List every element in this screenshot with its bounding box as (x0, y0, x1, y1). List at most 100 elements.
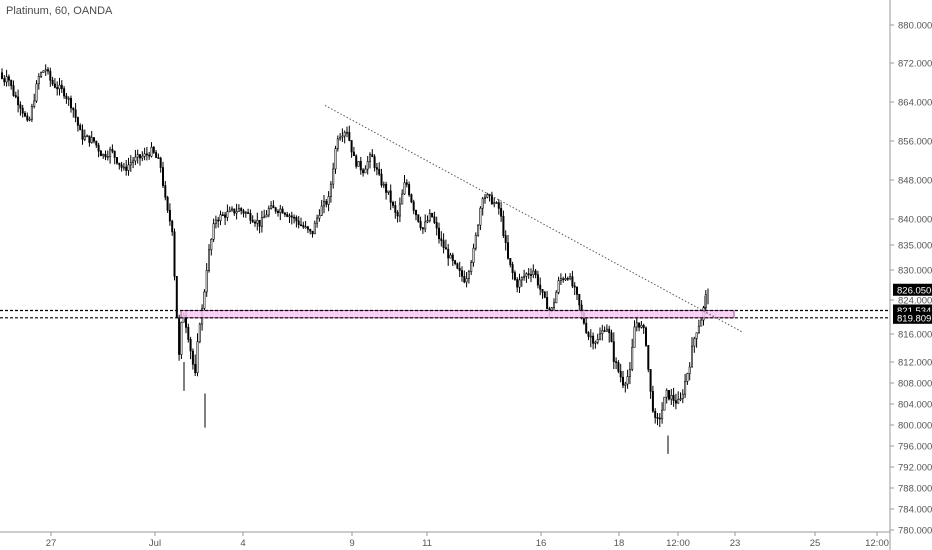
candle (171, 219, 174, 236)
candle-body (541, 289, 544, 293)
candle-body (460, 270, 463, 277)
candle (83, 129, 86, 142)
candle-body (341, 135, 344, 138)
candle (132, 156, 135, 169)
candle (242, 208, 245, 218)
y-tick-label: 830.000 (898, 266, 932, 277)
candle (608, 325, 611, 343)
candle-body (525, 273, 528, 277)
candle-body (302, 224, 305, 228)
candle-body (260, 217, 263, 227)
candle (695, 332, 698, 348)
candle (546, 290, 549, 310)
candle (359, 156, 362, 175)
candle (12, 80, 15, 97)
candle-body (279, 208, 282, 214)
candle-body (534, 270, 537, 275)
candle (681, 389, 684, 404)
candle-body (644, 327, 647, 346)
candle (293, 214, 296, 224)
candle (327, 191, 330, 212)
candle (520, 276, 523, 287)
candle (371, 149, 374, 158)
candle-body (233, 208, 236, 214)
candle-body (601, 330, 604, 335)
candle (414, 209, 417, 221)
candle-body (391, 202, 394, 206)
candle-body (127, 164, 130, 171)
candle-body (428, 213, 431, 221)
candle (366, 156, 369, 175)
candle-body (605, 328, 608, 332)
candle (270, 201, 273, 210)
candle (385, 181, 388, 200)
candle (451, 252, 454, 266)
candle (350, 140, 353, 158)
candle-body (17, 96, 20, 106)
candle (382, 181, 385, 189)
candle-body (254, 221, 257, 224)
candle (81, 124, 84, 145)
candle-body (431, 213, 434, 218)
candle-body (693, 338, 696, 347)
candle-body (626, 376, 629, 385)
candle-body (486, 194, 489, 198)
candle-body (529, 274, 532, 276)
candle (401, 189, 404, 205)
candle-body (30, 106, 33, 120)
candle (106, 150, 109, 161)
candle (396, 210, 399, 223)
candle-body (401, 193, 404, 205)
candle-body (594, 341, 597, 344)
candle (180, 321, 183, 360)
candle-body (458, 267, 461, 271)
candle (564, 273, 567, 281)
y-tick-label: 804.000 (898, 400, 932, 411)
y-tick-label: 812.000 (898, 358, 932, 369)
candle (566, 276, 569, 281)
candle-body (288, 215, 291, 218)
candle-body (513, 272, 516, 280)
candle-body (532, 270, 535, 276)
candle-body (125, 166, 128, 171)
candle-body (382, 183, 385, 186)
candle (159, 156, 162, 173)
candle-body (244, 212, 247, 214)
candle-body (615, 361, 618, 363)
candle-body (228, 209, 231, 213)
candle-body (352, 151, 355, 157)
candle (44, 64, 47, 76)
price-tag-bg (893, 283, 932, 296)
candle (274, 206, 277, 214)
candle-body (412, 201, 415, 211)
candle (458, 261, 461, 278)
chart-title: Platinum, 60, OANDA (6, 5, 113, 17)
candle-body (247, 212, 250, 214)
candle (601, 324, 604, 341)
candle (311, 230, 314, 238)
candle-body (155, 152, 158, 158)
candle-body (164, 185, 167, 198)
candle (357, 161, 360, 167)
candle-body (226, 211, 229, 218)
candle-body (102, 153, 105, 157)
candle-body (688, 366, 691, 374)
candle-body (483, 196, 486, 199)
candle (51, 76, 54, 86)
candle (474, 232, 477, 251)
x-tick-label: 18 (614, 538, 625, 549)
candle (387, 190, 390, 195)
candle (470, 260, 473, 275)
candle-body (467, 271, 470, 279)
candle (339, 133, 342, 141)
candle-body (497, 202, 500, 209)
candle-body (251, 219, 254, 223)
candle (304, 220, 307, 229)
candle (231, 206, 234, 212)
candle (523, 269, 526, 281)
candle-body (555, 292, 558, 304)
candle-body (336, 138, 339, 149)
candle (208, 244, 211, 273)
candle (166, 195, 169, 213)
candle-body (502, 215, 505, 236)
